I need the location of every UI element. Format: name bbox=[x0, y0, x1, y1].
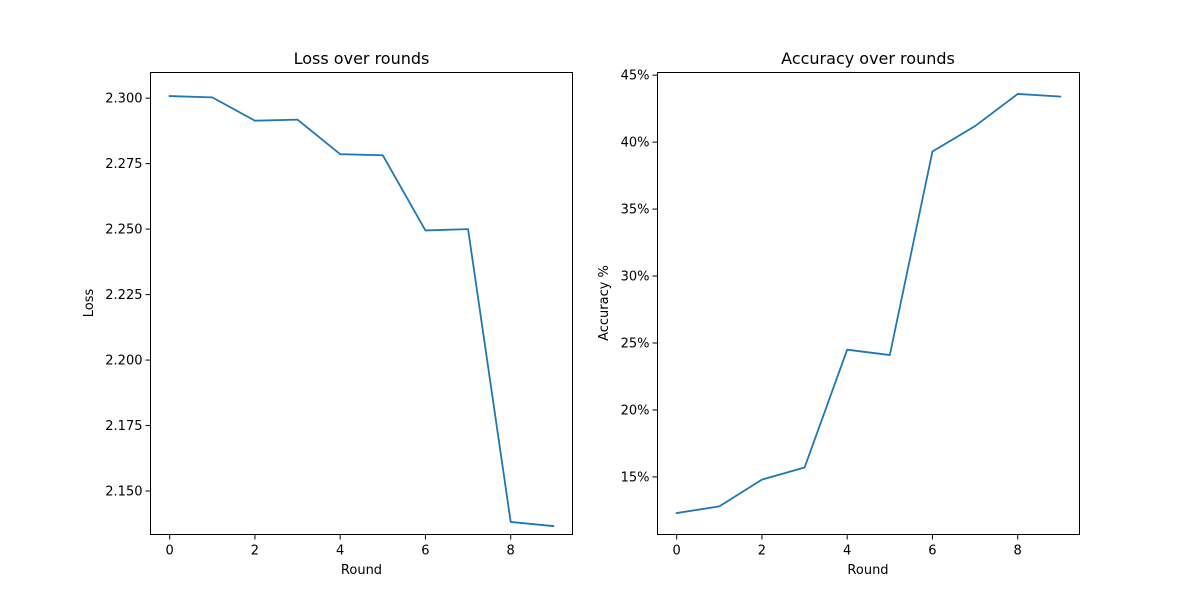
loss-y-tick-label: 2.275 bbox=[105, 157, 142, 172]
loss-x-tick-label: 6 bbox=[421, 544, 429, 559]
accuracy-chart: Accuracy over rounds 0 2 4 6 8 15% 20% 25% 30% 35… bbox=[597, 49, 1080, 578]
accuracy-chart-y-axis-label: Accuracy % bbox=[597, 265, 612, 341]
accuracy-y-tick-label: 40% bbox=[621, 136, 650, 151]
accuracy-chart-title: Accuracy over rounds bbox=[781, 49, 955, 68]
accuracy-y-tick-label: 35% bbox=[621, 203, 650, 218]
loss-y-tick-label: 2.225 bbox=[105, 288, 142, 303]
loss-x-tick-label: 8 bbox=[507, 544, 515, 559]
accuracy-y-tick-label: 15% bbox=[621, 470, 650, 485]
loss-chart: Loss over rounds 0 2 4 6 8 2.150 2.175 2.200 2.2… bbox=[82, 49, 573, 578]
loss-y-tick-label: 2.250 bbox=[105, 223, 142, 238]
accuracy-series-line bbox=[675, 93, 1062, 515]
loss-y-tick-label: 2.300 bbox=[105, 92, 142, 107]
accuracy-x-tick-label: 0 bbox=[673, 544, 681, 559]
accuracy-chart-axes-frame bbox=[657, 72, 1080, 535]
loss-y-tick-label: 2.175 bbox=[105, 419, 142, 434]
accuracy-x-tick-label: 6 bbox=[928, 544, 936, 559]
accuracy-y-tick-label: 45% bbox=[621, 69, 650, 84]
accuracy-x-tick-label: 4 bbox=[843, 544, 851, 559]
accuracy-chart-x-axis-label: Round bbox=[847, 563, 888, 578]
accuracy-chart-ticks: 0 2 4 6 8 15% 20% 25% 30% 35% 40% 45% bbox=[621, 69, 1022, 559]
accuracy-x-tick-label: 2 bbox=[758, 544, 766, 559]
loss-chart-title: Loss over rounds bbox=[294, 49, 430, 68]
loss-chart-ticks: 0 2 4 6 8 2.150 2.175 2.200 2.225 2.250 2.275 2.300 bbox=[105, 92, 515, 559]
accuracy-y-tick-label: 20% bbox=[621, 403, 650, 418]
loss-chart-axes-frame bbox=[150, 72, 573, 535]
loss-series-line bbox=[168, 95, 555, 528]
accuracy-y-tick-label: 30% bbox=[621, 270, 650, 285]
loss-chart-x-axis-label: Round bbox=[341, 563, 382, 578]
loss-chart-y-axis-label: Loss bbox=[82, 289, 97, 318]
accuracy-y-tick-label: 25% bbox=[621, 337, 650, 352]
loss-y-tick-label: 2.200 bbox=[105, 354, 142, 369]
accuracy-x-tick-label: 8 bbox=[1014, 544, 1022, 559]
loss-x-tick-label: 0 bbox=[166, 544, 174, 559]
loss-y-tick-label: 2.150 bbox=[105, 485, 142, 500]
loss-x-tick-label: 2 bbox=[251, 544, 259, 559]
loss-x-tick-label: 4 bbox=[336, 544, 344, 559]
